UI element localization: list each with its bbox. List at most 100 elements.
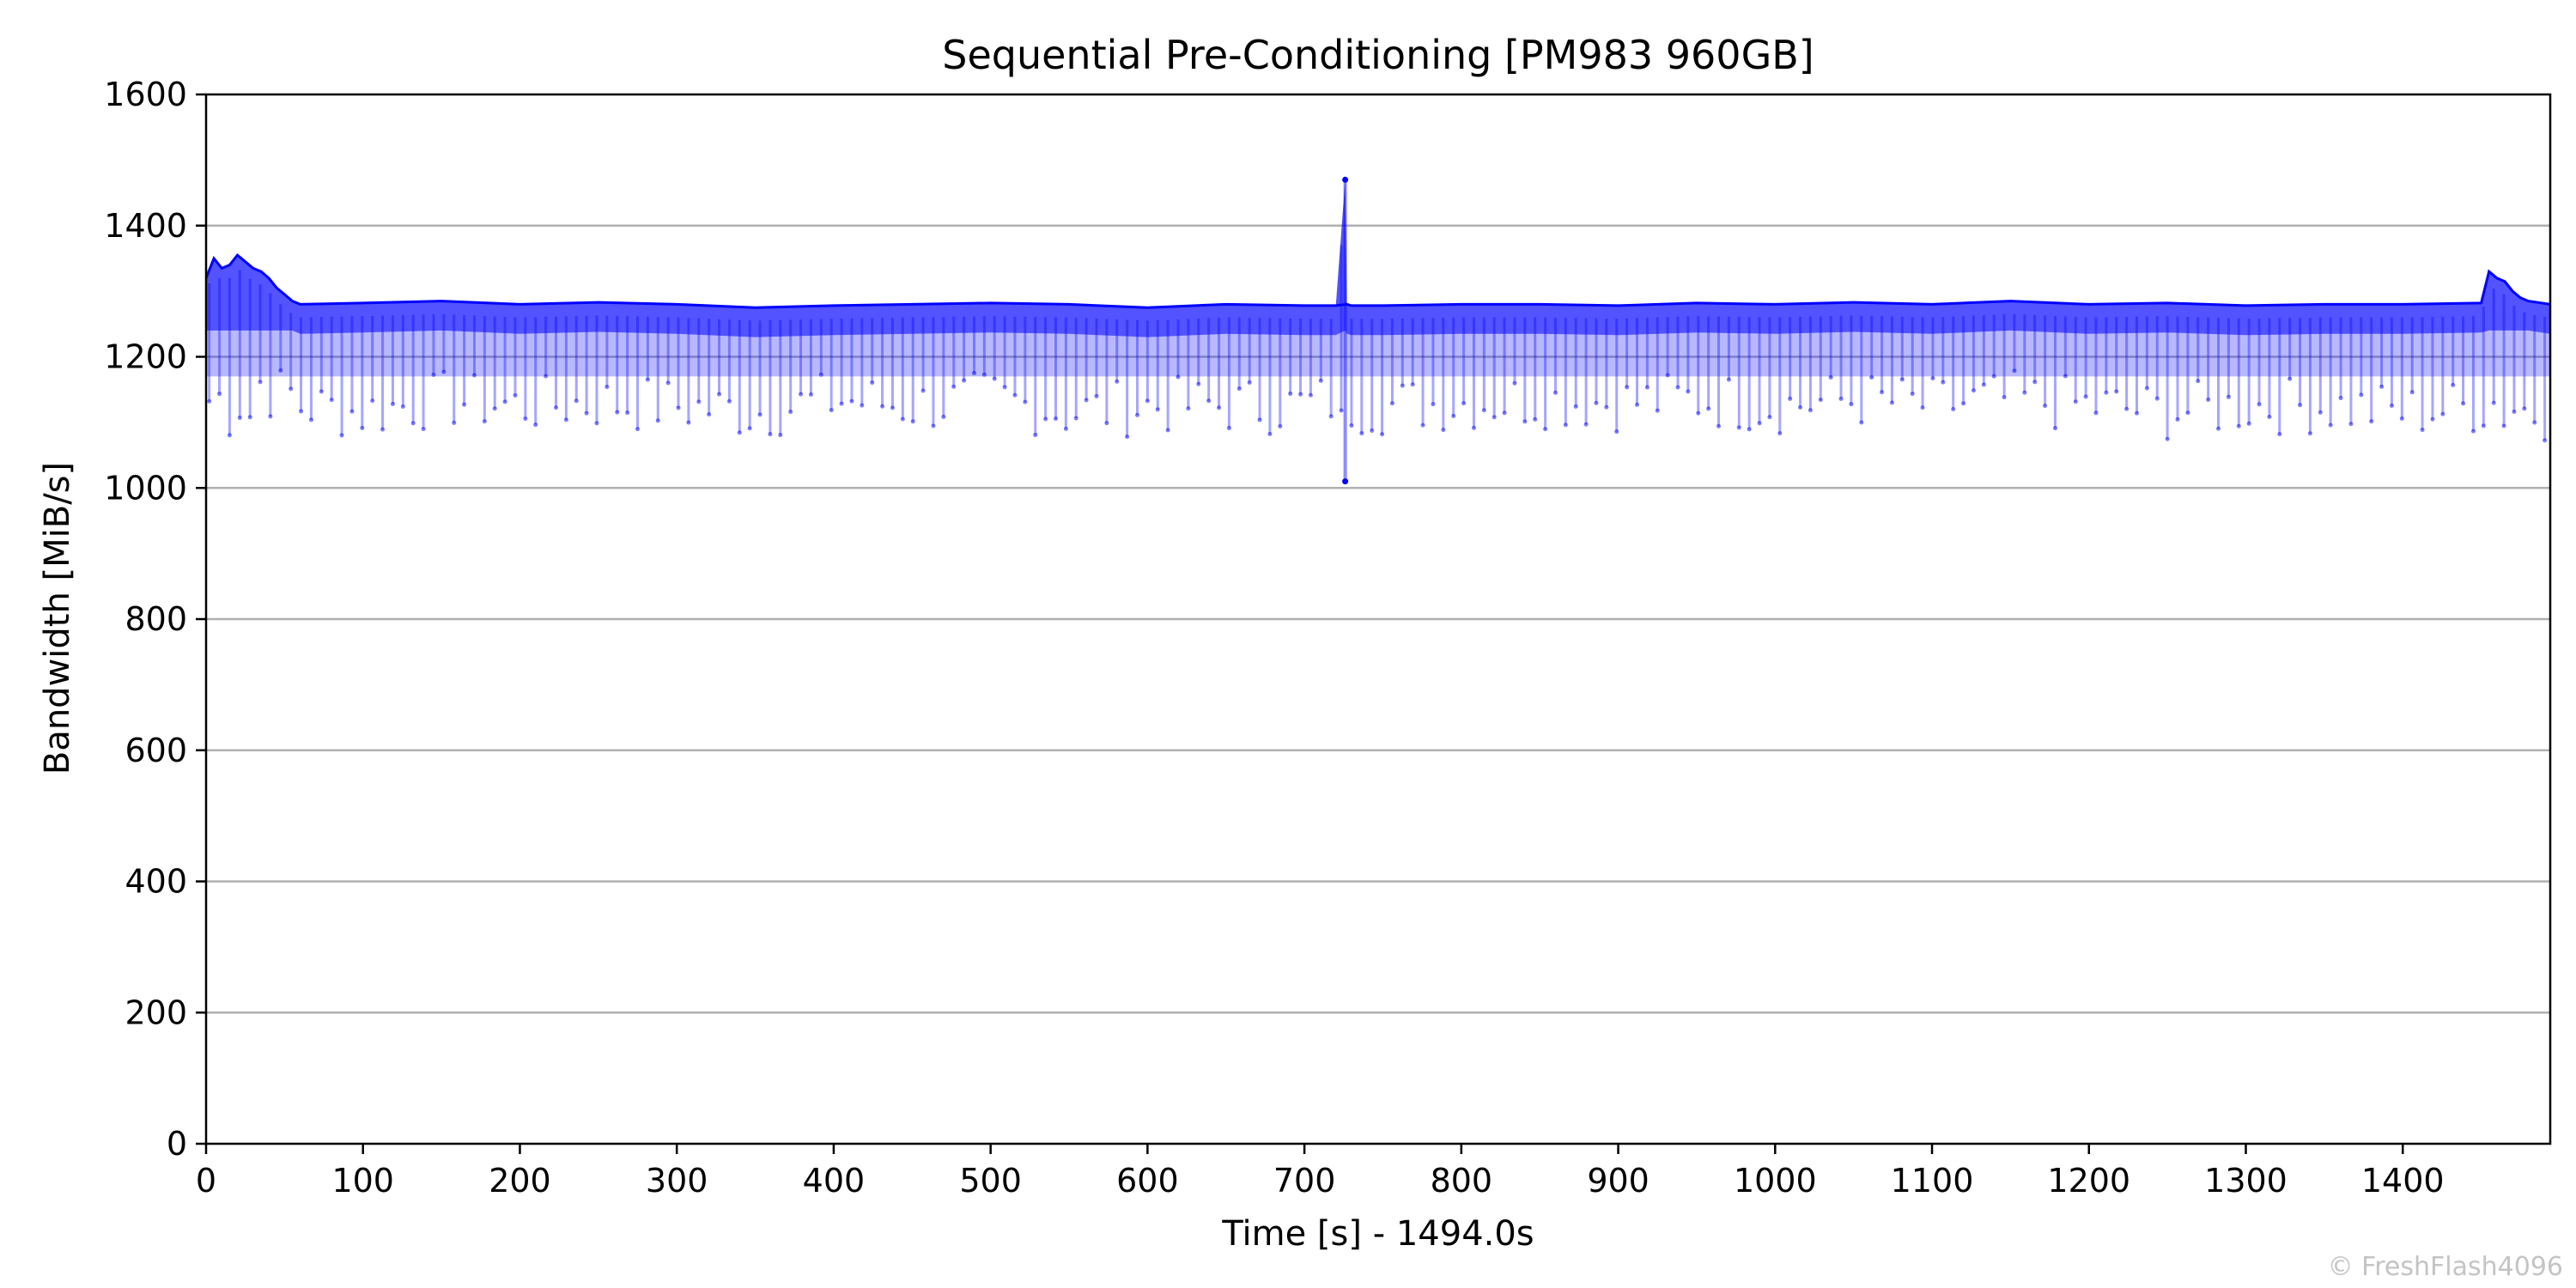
- series-upper-edge: [204, 252, 2551, 309]
- spike-point: [502, 399, 507, 404]
- spike-point: [1063, 426, 1068, 431]
- spike-point: [1644, 385, 1649, 390]
- x-tick-label-300: 300: [646, 1162, 708, 1200]
- spike-point: [1420, 422, 1425, 428]
- spike-point: [625, 410, 630, 416]
- spike-point: [1777, 431, 1783, 436]
- spike-point: [471, 373, 477, 378]
- y-tick-label-1000: 1000: [104, 469, 187, 507]
- spike-point: [308, 417, 313, 422]
- spike-point: [799, 392, 804, 397]
- x-tick-label-1200: 1200: [2047, 1162, 2130, 1200]
- spike-point: [2012, 368, 2017, 374]
- spike-point: [370, 398, 375, 404]
- spike-point: [696, 399, 702, 404]
- spike-point: [2093, 410, 2099, 416]
- spike-point: [1400, 383, 1405, 388]
- spike-point: [1788, 396, 1793, 401]
- spike-point: [1165, 428, 1170, 433]
- spike-point: [920, 388, 926, 393]
- spike-point: [1686, 389, 1691, 394]
- grid-lines: [206, 224, 2550, 1014]
- x-tick-label-500: 500: [959, 1162, 1022, 1200]
- spike-point: [574, 398, 579, 404]
- spike-point: [2287, 376, 2293, 381]
- spike-point: [870, 380, 875, 386]
- spike-point: [1033, 433, 1038, 438]
- spike-point: [849, 398, 854, 404]
- spike-point: [2073, 399, 2078, 404]
- spike-point: [726, 398, 732, 404]
- x-tick-label-900: 900: [1587, 1162, 1649, 1200]
- spike-point: [2206, 398, 2211, 403]
- spike-point: [1951, 407, 1956, 412]
- spike-point: [778, 433, 783, 438]
- y-tick-label-1200: 1200: [104, 338, 187, 376]
- spike-point: [1828, 374, 1833, 380]
- spike-point: [1533, 416, 1538, 422]
- spike-point: [400, 404, 405, 410]
- spike-point: [1573, 404, 1578, 410]
- spike-point: [2359, 392, 2364, 398]
- spike-point: [1716, 423, 1722, 428]
- spike-point: [1961, 401, 1966, 406]
- spike-point: [1318, 378, 1323, 383]
- y-tick-label-0: 0: [167, 1125, 187, 1163]
- spike-point: [880, 404, 885, 409]
- spike-point: [768, 432, 773, 437]
- y-tick-label-1600: 1600: [104, 76, 187, 113]
- x-tick-label-1400: 1400: [2361, 1162, 2445, 1200]
- spike-point: [1880, 390, 1885, 395]
- spike-point: [513, 393, 518, 398]
- spike-point: [258, 380, 263, 385]
- spike-point: [1043, 416, 1048, 422]
- spike-point: [941, 415, 946, 420]
- spike-point: [2135, 410, 2140, 416]
- spike-point: [737, 430, 742, 435]
- spike-point: [544, 374, 549, 379]
- spike-point: [1563, 422, 1568, 428]
- spike-point: [441, 369, 447, 374]
- y-tick-label-200: 200: [125, 993, 187, 1031]
- spike-point: [1655, 408, 1660, 413]
- spike-point: [808, 392, 813, 397]
- spike-point: [655, 418, 660, 423]
- spike-point: [1370, 428, 1375, 434]
- spike-point: [2420, 428, 2425, 433]
- spike-point: [1798, 404, 1803, 410]
- spike-point: [237, 416, 242, 421]
- spike-point: [1073, 416, 1078, 421]
- spike-point: [2307, 431, 2312, 436]
- spike-point: [962, 378, 967, 383]
- spike-point: [1991, 374, 1996, 379]
- spike-point: [1155, 407, 1160, 412]
- spike-point: [910, 419, 915, 424]
- spike-point: [2277, 432, 2282, 437]
- spike-point: [1328, 414, 1334, 419]
- spike-point: [2063, 374, 2068, 379]
- spike-point: [1186, 406, 1191, 411]
- spike-point: [2246, 421, 2251, 426]
- spike-point: [452, 420, 457, 425]
- spike-point: [2481, 423, 2486, 428]
- spike-point: [2165, 436, 2170, 441]
- spike-point: [2124, 406, 2129, 411]
- spike-point: [410, 421, 416, 426]
- spike-point: [1257, 417, 1262, 422]
- spike-point: [1217, 405, 1222, 410]
- spike-point: [2043, 404, 2048, 409]
- spike-point: [1471, 425, 1476, 430]
- spike-point: [1941, 380, 1946, 385]
- spike-point: [1818, 398, 1823, 403]
- spike-point: [1838, 396, 1844, 401]
- spike-point: [1971, 388, 1976, 393]
- spike-point: [1288, 392, 1293, 397]
- spike-point: [1594, 400, 1599, 405]
- spike-point: [1512, 380, 1517, 386]
- spike-point: [1859, 420, 1864, 425]
- spike-point: [1023, 399, 1028, 404]
- y-tick-label-600: 600: [125, 732, 187, 769]
- spike-point: [2470, 428, 2476, 434]
- spike-point: [2267, 415, 2272, 420]
